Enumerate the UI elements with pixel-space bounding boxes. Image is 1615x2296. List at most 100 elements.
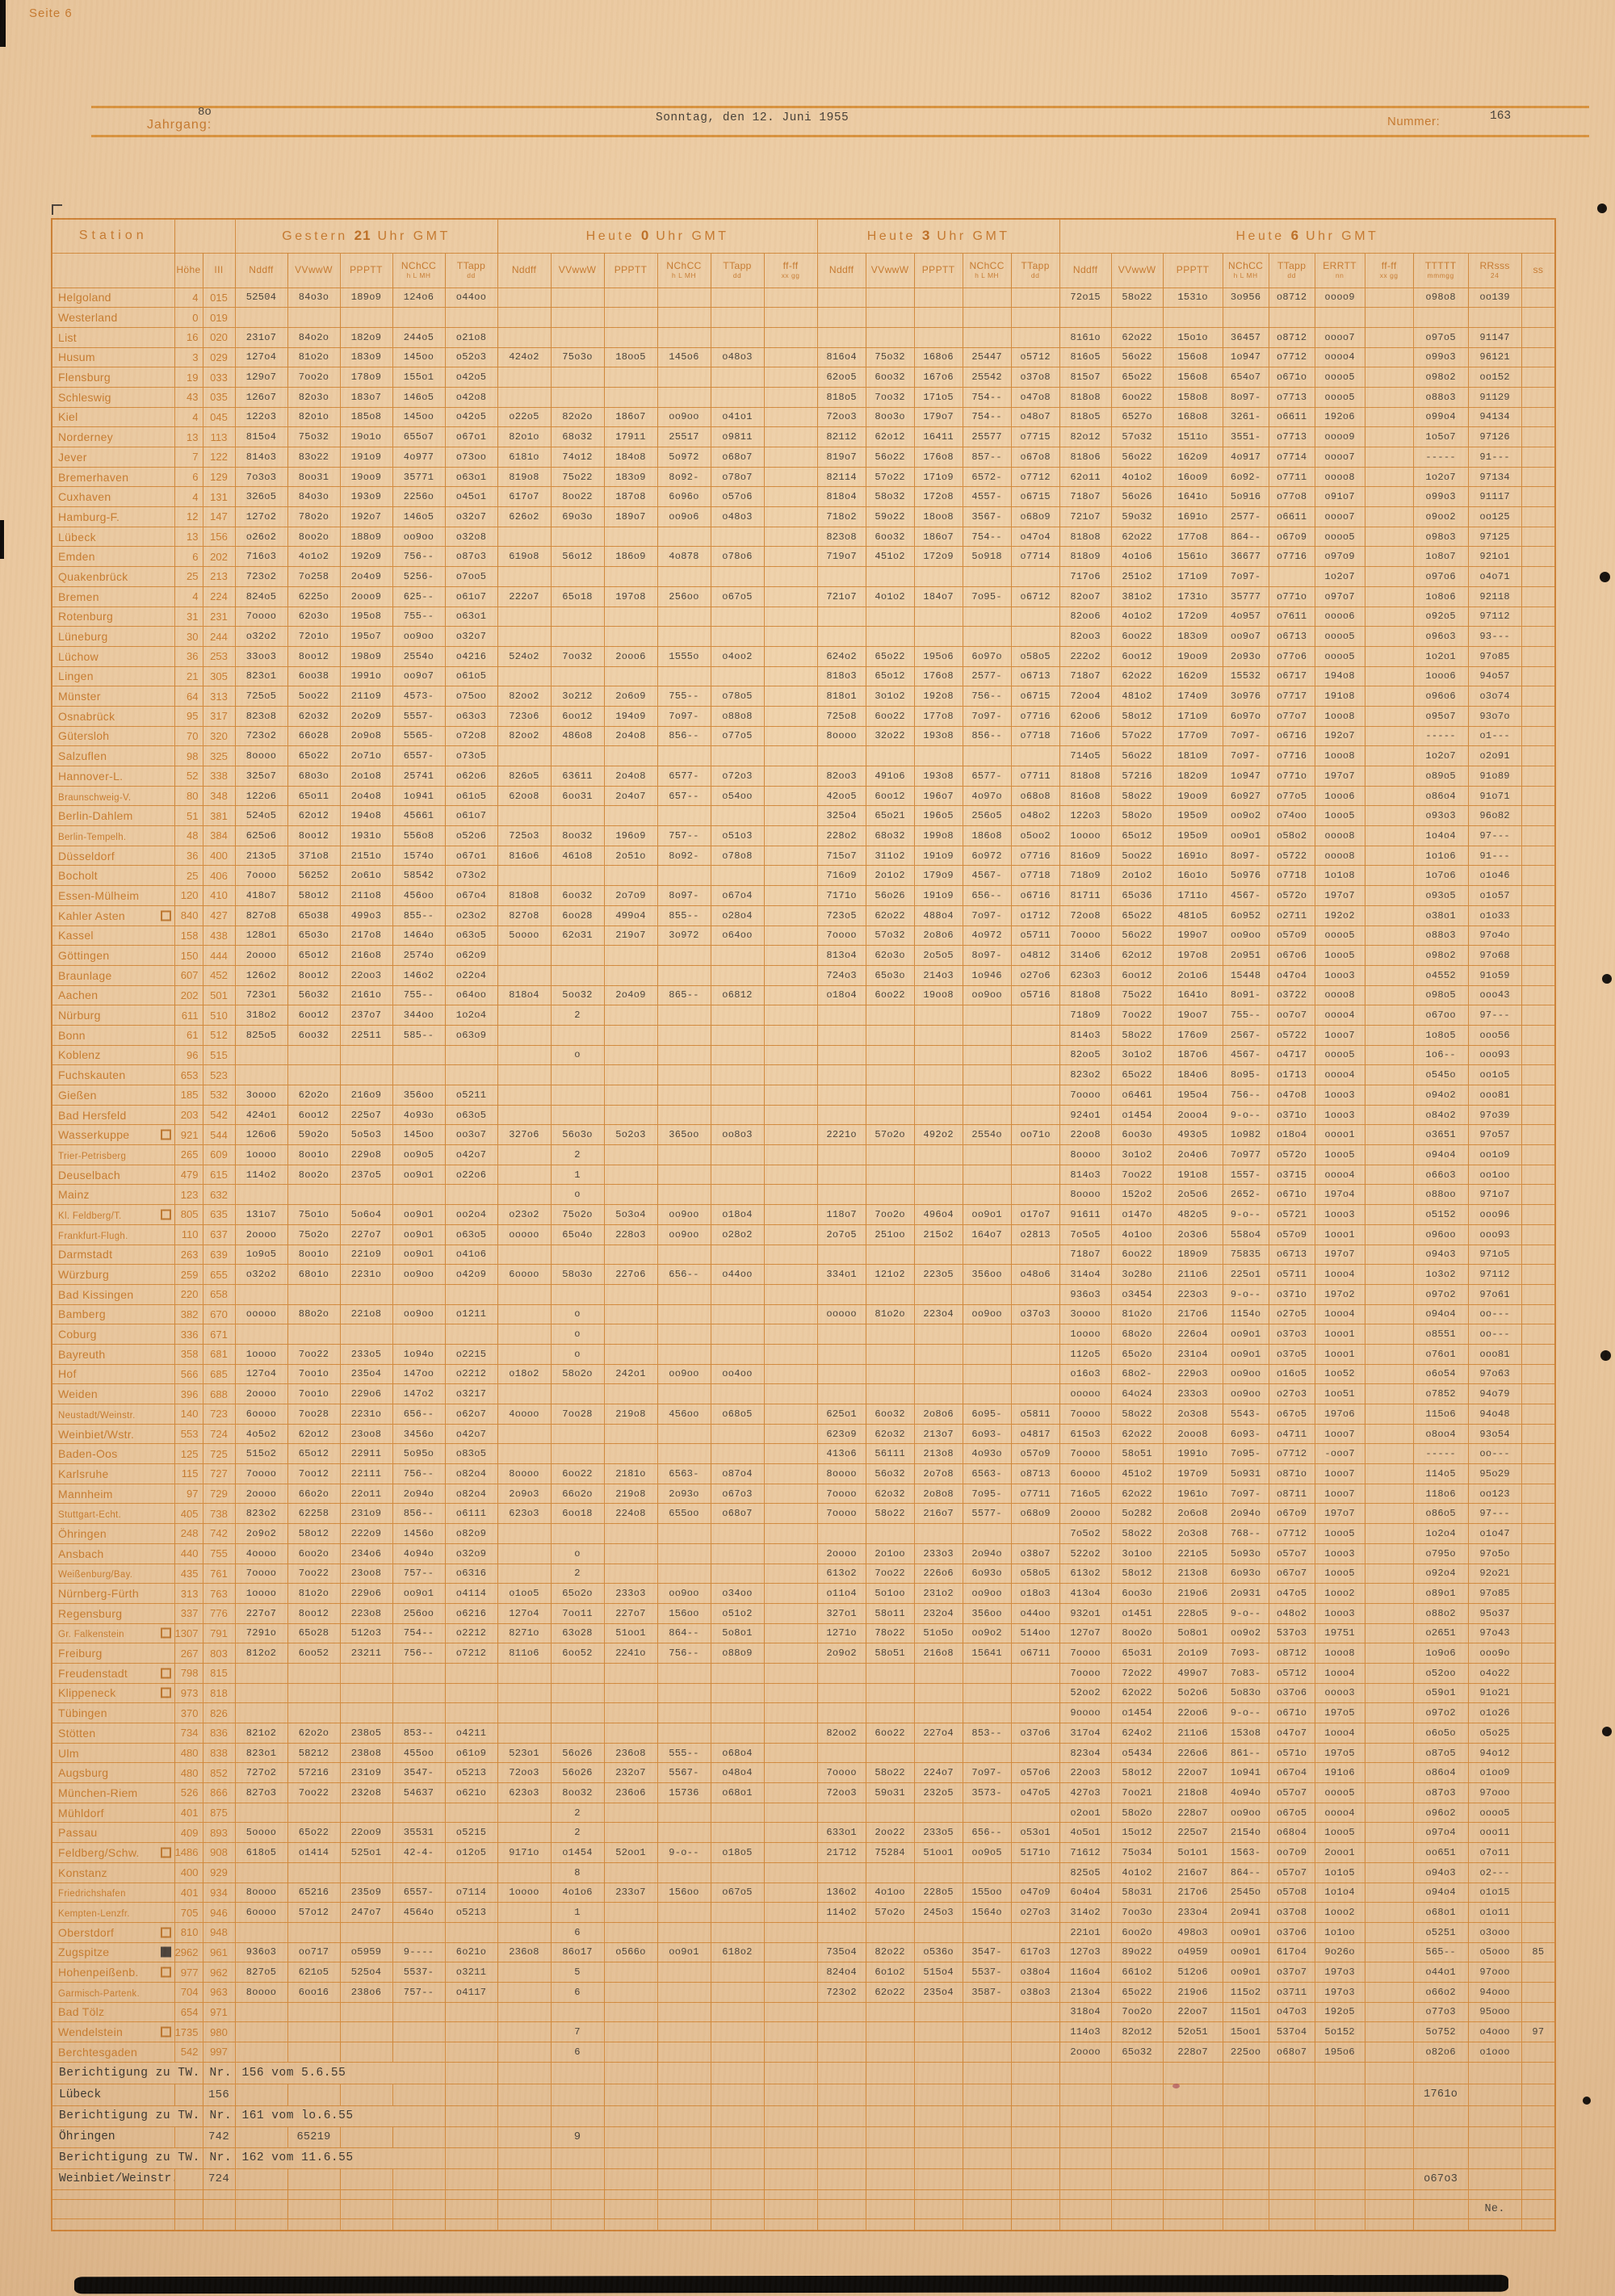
data-cell: 2o3o6 (1162, 1224, 1223, 1245)
data-cell: 91o21 (1467, 1682, 1522, 1704)
data-cell (763, 1862, 818, 1883)
data-cell (550, 2189, 605, 2200)
data-cell: 58o12 (287, 885, 341, 906)
table-row: Bremen 4 224 824o5 6225o 2ooo9 625-- o61o7 222o7… (51, 586, 1556, 607)
data-cell (603, 287, 658, 309)
data-cell (710, 1862, 765, 1883)
data-cell: 525o4 (339, 1962, 393, 1983)
data-cell: 78o22 (865, 1622, 915, 1644)
data-cell (865, 2198, 915, 2219)
data-cell (1222, 307, 1269, 328)
col-header-2-1: VVwwW (865, 252, 915, 288)
data-cell: 58o22 (1110, 1523, 1164, 1544)
data-cell (865, 1742, 915, 1764)
data-cell: 2221o (816, 1124, 866, 1146)
data-cell: o37o8 (1268, 1902, 1315, 1923)
data-cell (710, 606, 765, 628)
data-cell: oo152 (1467, 367, 1522, 388)
data-cell (550, 386, 605, 408)
data-cell: 6oo2o (287, 1543, 341, 1564)
data-cell: 94o57 (1467, 665, 1522, 687)
data-cell: 856-- (962, 725, 1012, 747)
data-cell (913, 1742, 963, 1764)
data-cell: o37o6 (1268, 1921, 1315, 1943)
data-cell: 3551- (1222, 426, 1269, 447)
data-cell: 75284 (865, 1842, 915, 1863)
col-header-2-2: PPPTT (913, 252, 963, 288)
data-cell: o67o5 (1268, 1802, 1315, 1824)
data-cell: o67o3 (710, 1483, 765, 1505)
data-cell: 936o3 (234, 1941, 288, 1963)
data-cell (962, 626, 1012, 647)
data-cell (1521, 546, 1556, 568)
data-cell (603, 2198, 658, 2219)
data-cell (1521, 1842, 1556, 1863)
data-cell (656, 287, 711, 309)
data-cell: 1561o (1162, 546, 1223, 568)
data-cell: o97o7 (1314, 586, 1365, 607)
data-cell (710, 2147, 765, 2169)
data-cell: 222o7 (497, 586, 552, 607)
data-cell (1521, 1483, 1556, 1505)
data-cell (816, 626, 866, 647)
data-cell: ooooo (816, 1303, 866, 1325)
data-cell: 223o8 (339, 1602, 393, 1624)
data-cell: o97o5 (1412, 326, 1469, 348)
data-cell (1162, 2147, 1223, 2169)
data-cell: o77o5 (710, 725, 765, 747)
data-cell: o67o5 (1268, 1404, 1315, 1425)
data-cell: o58o5 (1010, 1563, 1060, 1585)
hoehe-value: 12 (174, 506, 203, 527)
station-name: Klippeneck (51, 1682, 175, 1704)
data-cell: o68o7 (710, 1503, 765, 1525)
data-cell (603, 1682, 658, 1704)
data-cell: 816o6 (497, 845, 552, 867)
data-cell: o88o2 (1412, 1602, 1469, 1624)
data-cell: 1o2o7 (1412, 466, 1469, 488)
data-cell (392, 1682, 446, 1704)
data-cell: 4o977 (392, 447, 446, 468)
hoehe-value: 21 (174, 665, 203, 687)
data-cell (603, 1283, 658, 1305)
data-cell (287, 2189, 341, 2200)
data-cell: 2o4o7 (603, 785, 658, 807)
station-name: Bad Tölz (51, 2001, 175, 2023)
data-cell: o92o4 (1412, 1563, 1469, 1585)
data-cell: 199o8 (913, 825, 963, 846)
data-cell: oo139 (1467, 287, 1522, 309)
data-cell (1364, 1882, 1414, 1904)
data-cell: 7oooo (234, 1563, 288, 1585)
data-cell (1521, 1184, 1556, 1206)
data-cell: 456oo (656, 1404, 711, 1425)
data-cell: 232o7 (603, 1762, 658, 1784)
data-cell: 818o6 (1059, 447, 1112, 468)
data-cell: o2212 (444, 1622, 498, 1644)
data-cell: 72oo3 (497, 1762, 552, 1784)
data-cell (497, 1383, 552, 1404)
data-cell (1010, 2198, 1060, 2219)
data-cell (234, 1702, 288, 1723)
data-cell (339, 2126, 393, 2148)
data-cell (763, 586, 818, 607)
data-cell (1521, 1024, 1556, 1046)
data-cell: o8713 (1010, 1463, 1060, 1484)
table-row: Westerland 0 019 (51, 307, 1556, 328)
data-cell: o58o2 (1268, 825, 1315, 846)
data-cell: o88o3 (1412, 386, 1469, 408)
data-cell: o17o7 (1010, 1204, 1060, 1225)
iii-value: 438 (202, 925, 236, 947)
station-mark-box (160, 1668, 171, 1679)
data-cell: 91117 (1467, 486, 1522, 508)
data-cell: 231o7 (234, 326, 288, 348)
data-cell (1010, 2001, 1060, 2023)
data-cell: 171o9 (913, 466, 963, 488)
data-cell: 7oo22 (1110, 1005, 1164, 1026)
data-cell (1010, 2218, 1060, 2231)
data-cell (865, 2218, 915, 2231)
station-mark-box (160, 1967, 171, 1978)
data-cell (1521, 1503, 1556, 1525)
data-cell: 216o9 (339, 1085, 393, 1106)
scan-artifact-edge (0, 520, 4, 559)
data-cell: 356oo (962, 1602, 1012, 1624)
data-cell: 3o1o2 (865, 686, 915, 707)
